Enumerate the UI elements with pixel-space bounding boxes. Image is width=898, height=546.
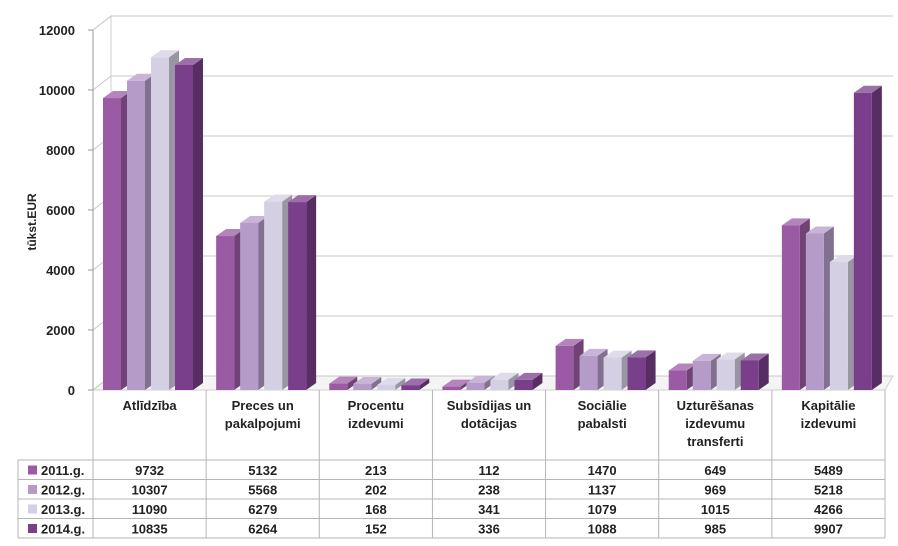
data-label: 5218: [814, 483, 843, 498]
data-label: 238: [478, 483, 500, 498]
bars: [103, 50, 882, 391]
legend-label: 2014.g.: [41, 522, 85, 537]
bar-3-2014.g.: [401, 378, 430, 390]
category-label: izdevumu: [685, 416, 745, 431]
data-label: 10835: [131, 522, 167, 537]
data-label: 9907: [814, 522, 843, 537]
bar-7-2013.g.: [829, 255, 858, 390]
bar-5-2011.g.: [555, 338, 584, 390]
bar-6-2014.g.: [740, 353, 769, 390]
data-label: 1470: [588, 463, 617, 478]
data-label: 168: [365, 502, 387, 517]
category-label: pakalpojumi: [225, 416, 301, 431]
category-label: Uzturēšanas: [677, 398, 754, 413]
gridline: [92, 15, 893, 31]
data-label: 213: [365, 463, 387, 478]
gridline: [92, 75, 893, 91]
bar-2-2012.g.: [240, 215, 269, 390]
data-label: 336: [478, 522, 500, 537]
data-label: 112: [479, 463, 500, 478]
bar-1-2011.g.: [103, 91, 131, 390]
data-label: 1137: [588, 483, 616, 498]
category-label: pabalsti: [578, 416, 627, 431]
data-label: 649: [704, 463, 726, 478]
category-label: transferti: [687, 434, 743, 449]
y-tick-label: 4000: [46, 263, 75, 278]
data-table: Atlīdzība Preces un pakalpojumi Procentu izd…: [17, 390, 886, 539]
y-tick-label: 8000: [46, 143, 75, 158]
data-label: 202: [365, 483, 387, 498]
data-label: 6264: [248, 522, 278, 537]
bar-4-2013.g.: [490, 372, 519, 390]
data-label: 10307: [131, 483, 167, 498]
bar-7-2014.g.: [853, 85, 882, 390]
gridline: [92, 195, 893, 211]
y-tick-label: 0: [68, 383, 75, 398]
category-label: izdevumi: [801, 416, 857, 431]
data-label: 152: [365, 522, 387, 537]
data-label: 4266: [814, 502, 843, 517]
bar-3-2012.g.: [353, 376, 382, 390]
bar-3-2013.g.: [377, 377, 406, 390]
bar-5-2012.g.: [579, 348, 608, 390]
y-axis: 0 2000 4000 6000 8000 10000 12000: [39, 23, 94, 398]
legend-swatch: [28, 524, 37, 533]
data-label: 1079: [588, 502, 617, 517]
y-tick-label: 6000: [46, 203, 75, 218]
legend-label: 2011.g.: [41, 463, 84, 478]
bar-7-2011.g.: [781, 218, 810, 390]
category-label: Sociālie: [578, 398, 627, 413]
category-label: Kapitālie: [801, 398, 855, 413]
gridline: [92, 255, 893, 271]
legend-swatch: [28, 465, 37, 475]
bar-6-2012.g.: [692, 353, 721, 390]
data-label: 9732: [135, 463, 164, 478]
chart-walls: [91, 14, 894, 392]
category-label: Atlīdzība: [122, 398, 177, 413]
y-tick-label: 12000: [39, 23, 75, 38]
bar-4-2014.g.: [514, 372, 543, 390]
gridline: [92, 315, 893, 331]
data-label: 6279: [248, 502, 277, 517]
category-label: Preces un: [232, 398, 294, 413]
data-label: 1088: [588, 522, 617, 537]
bar-2-2014.g.: [288, 195, 317, 390]
legend-swatch: [28, 485, 37, 494]
data-label: 1015: [701, 502, 730, 517]
bar-1-2014.g.: [175, 57, 203, 390]
data-label: 5489: [814, 463, 843, 478]
category-label: Procentu: [348, 398, 404, 413]
bar-2-2013.g.: [264, 194, 293, 390]
grid-lines: [92, 15, 893, 391]
legend-label: 2013.g.: [41, 502, 85, 517]
category-label: izdevumi: [348, 416, 404, 431]
bar-5-2013.g.: [603, 350, 632, 390]
data-label: 5568: [248, 483, 277, 498]
data-label: 11090: [132, 502, 167, 517]
bar-7-2012.g.: [805, 226, 834, 390]
bar-2-2011.g.: [216, 229, 245, 390]
y-axis-label: tūkst.EUR: [25, 193, 39, 251]
category-label: Subsīdijas un: [447, 398, 532, 413]
y-tick-label: 2000: [46, 323, 75, 338]
bar-3-2011.g.: [329, 376, 358, 390]
bar-5-2014.g.: [627, 350, 656, 390]
legend-swatch: [28, 504, 37, 514]
data-label: 969: [704, 483, 726, 498]
gridline: [92, 135, 893, 151]
legend-label: 2012.g.: [41, 483, 85, 498]
data-label: 985: [704, 522, 726, 537]
bar-1-2012.g.: [127, 73, 155, 390]
data-label: 5132: [248, 463, 277, 478]
y-tick-label: 10000: [39, 83, 75, 98]
category-label: dotācijas: [461, 416, 517, 431]
bar-6-2013.g.: [716, 352, 745, 390]
data-label: 341: [478, 502, 500, 517]
bar-1-2013.g.: [151, 50, 179, 391]
